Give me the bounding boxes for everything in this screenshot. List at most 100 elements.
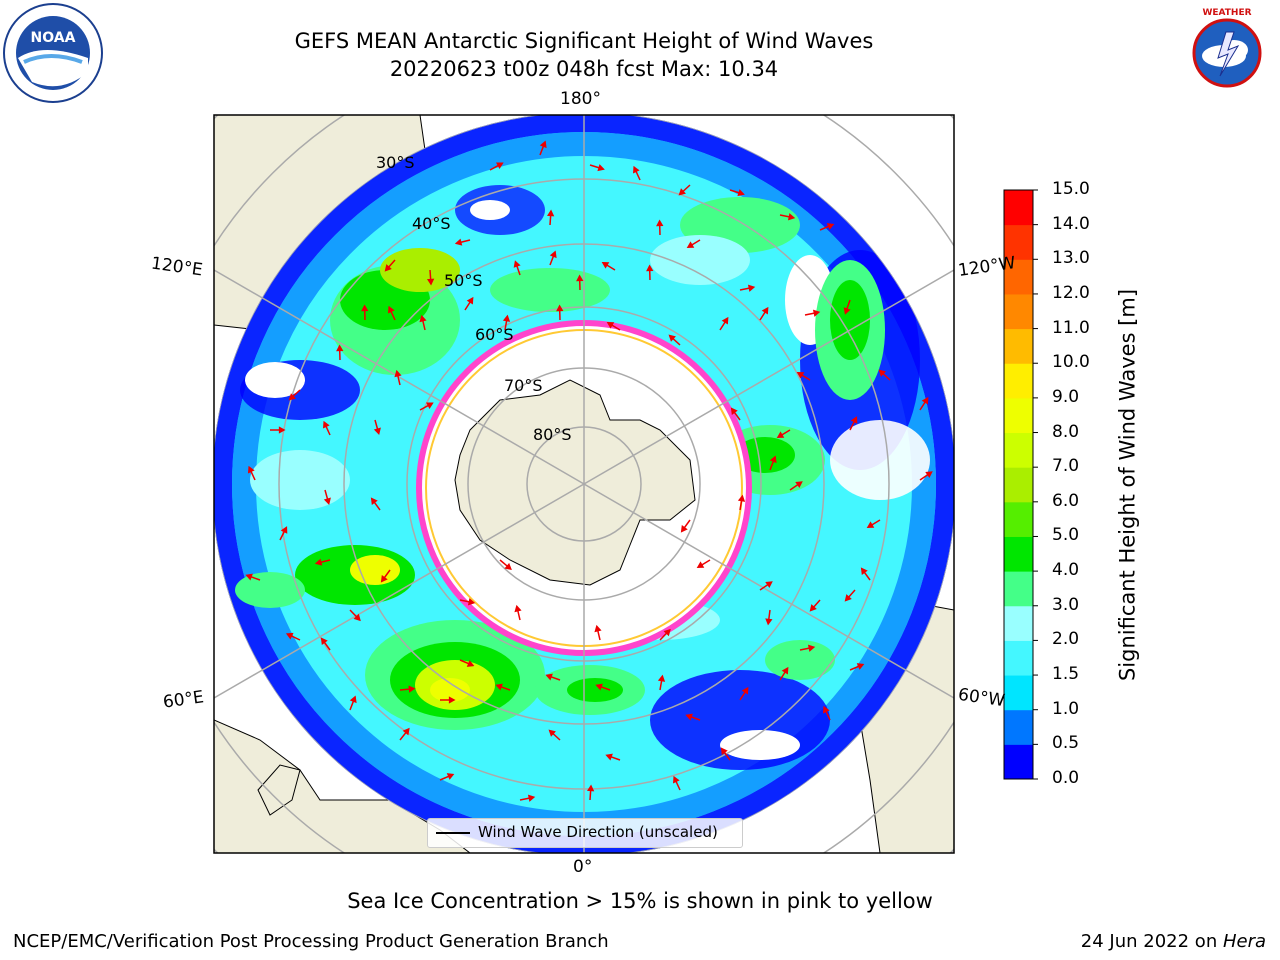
footer-date-text: 24 Jun 2022 on (1080, 931, 1223, 952)
colorbar-segment (1004, 501, 1033, 537)
wave-arrow-head (323, 497, 331, 505)
wave-arrow-head (606, 321, 615, 329)
wave-arrow-head (685, 713, 693, 721)
wave-arrow-head (680, 525, 688, 533)
wave-arrow-head (730, 407, 738, 415)
lat-label-80s: 80°S (533, 425, 572, 444)
colorbar-tick-label: 6.0 (1052, 490, 1080, 511)
wave-arrow-head (826, 223, 835, 230)
wave-arrow-head (586, 784, 595, 792)
wave-arrow-head (696, 561, 705, 569)
footer-branch: NCEP/EMC/Verification Post Processing Pr… (13, 931, 609, 952)
wave-arrow-head (843, 307, 851, 315)
colorbar-segment (1004, 363, 1033, 399)
colorbar-segment (1004, 744, 1033, 780)
wave-arrow-head (349, 695, 357, 704)
colorbar-tick-label: 0.0 (1052, 768, 1080, 788)
wave-arrow-head (672, 775, 680, 784)
colorbar-segment (1004, 571, 1033, 607)
wave-arrow-head (496, 162, 504, 169)
wave-arrow-head (556, 304, 564, 312)
wave-arrow-head (925, 471, 933, 479)
colorbar-segment (1004, 397, 1033, 434)
colorbar (1003, 189, 1038, 780)
lat-label-40s: 40°S (412, 214, 451, 233)
colorbar-segment (1004, 709, 1033, 745)
wave-arrow-head (502, 314, 511, 322)
wave-arrow-head (850, 416, 858, 424)
sea-ice-note: Sea Ice Concentration > 15% is shown in … (347, 889, 933, 913)
wave-arrow-head (812, 309, 821, 317)
wave-arrow-head (394, 369, 402, 378)
wave-arrow-head (419, 314, 427, 323)
map-frame (213, 114, 955, 854)
wave-arrow-head (545, 673, 553, 681)
wave-arrow-head (245, 573, 253, 581)
colorbar-segment (1004, 605, 1033, 641)
colorbar-segment (1004, 190, 1033, 226)
antarctica-land (454, 379, 696, 586)
wave-arrow-head (921, 396, 929, 405)
lon-label-180: 180° (560, 89, 601, 109)
wave-arrow-head (856, 663, 865, 670)
wave-arrow-head (467, 598, 476, 606)
wave-arrow-head (280, 526, 288, 534)
wave-arrow-head (860, 567, 868, 575)
colorbar-tick-label: 1.0 (1052, 698, 1080, 719)
colorbar-segment (1004, 293, 1033, 330)
wave-arrow-head (408, 685, 416, 693)
colorbar-segment (1004, 467, 1033, 503)
wave-arrow-head (721, 316, 729, 325)
wave-arrow-head (787, 213, 796, 221)
wave-arrow-head (597, 164, 605, 172)
wave-arrow-head (322, 420, 330, 429)
colorbar-segment (1004, 536, 1033, 572)
map-legend: Wind Wave Direction (unscaled) (427, 818, 743, 848)
colorbar-tick-label: 15.0 (1052, 179, 1090, 199)
footer-machine: Hera (1222, 931, 1266, 952)
colorbar-tick-label: 12.0 (1052, 282, 1090, 303)
colorbar-tick-label: 9.0 (1052, 386, 1080, 407)
colorbar-segment (1004, 640, 1033, 676)
wave-arrow-head (402, 727, 410, 736)
wave-arrow-head (769, 455, 777, 464)
svg-text:WEATHER: WEATHER (1202, 8, 1251, 18)
wave-arrow-head (737, 494, 746, 502)
wave-arrow-head (320, 637, 328, 645)
wave-arrow-head (527, 794, 536, 802)
colorbar-tick-label: 11.0 (1052, 317, 1090, 338)
wave-arrow-head (657, 674, 666, 682)
wave-arrow-head (878, 369, 886, 377)
wave-arrow-head (594, 624, 602, 633)
wave-arrow-head (373, 427, 381, 435)
nws-logo: WEATHER (1178, 4, 1276, 102)
wave-arrow-head (795, 481, 803, 489)
wave-arrow-head (546, 209, 555, 217)
wave-arrow-head (646, 264, 654, 272)
wave-arrow-head (796, 371, 805, 379)
wave-arrow-head (809, 604, 817, 612)
wave-arrow-head (454, 238, 463, 246)
noaa-logo: NOAA (3, 3, 103, 103)
colorbar-segment (1004, 432, 1033, 468)
colorbar-tick-label: 1.5 (1052, 664, 1080, 685)
colorbar-tick-label: 5.0 (1052, 525, 1080, 546)
chart-title: GEFS MEAN Antarctic Significant Height o… (294, 29, 874, 53)
wave-arrow-head (384, 264, 392, 272)
wave-arrow-head (866, 521, 875, 529)
wave-arrow-head (601, 261, 610, 269)
lat-label-30s: 30°S (376, 153, 415, 172)
wave-arrow-head (844, 594, 852, 602)
colorbar-segment (1004, 675, 1033, 711)
wave-arrow-head (387, 305, 395, 314)
wave-arrow-head (663, 628, 671, 637)
wave-arrow-head (776, 431, 785, 439)
colorbar-tick-label: 4.0 (1052, 560, 1080, 581)
wave-arrow-head (466, 296, 474, 305)
wave-arrow-head (353, 613, 361, 622)
wave-arrow-head (380, 575, 388, 583)
wave-arrow-head (548, 729, 556, 737)
wave-direction-arrows (245, 140, 933, 802)
colorbar-tick-label: 13.0 (1052, 248, 1090, 269)
